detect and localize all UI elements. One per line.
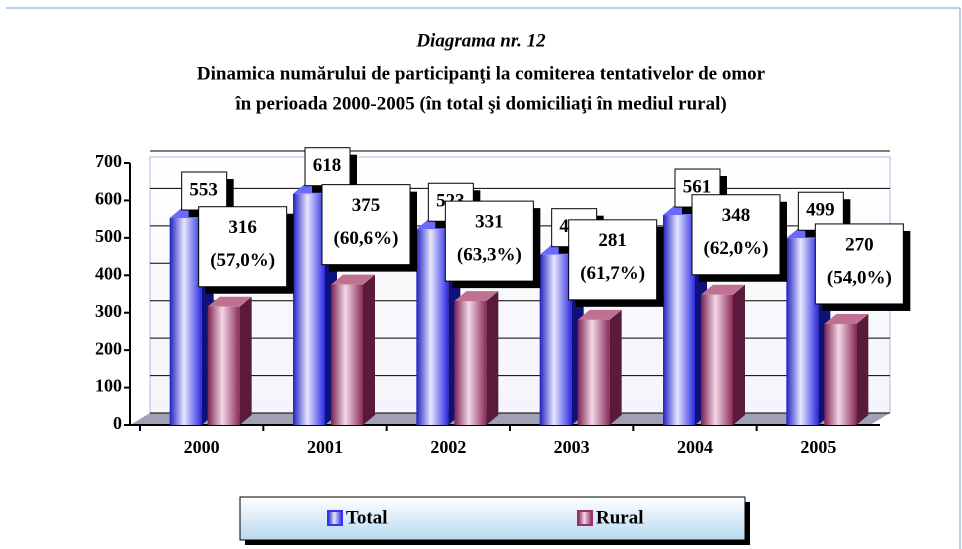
bar-side	[733, 284, 745, 425]
value-label: 331	[475, 211, 504, 232]
percent-label: (61,7%)	[580, 263, 645, 284]
chart-subtitle: Diagrama nr. 12	[415, 30, 546, 51]
bar	[207, 306, 240, 425]
y-tick-label: 600	[95, 189, 122, 209]
value-label: 561	[683, 176, 712, 197]
bar-side	[486, 291, 499, 425]
legend-label: Rural	[596, 507, 644, 528]
x-tick-label: 2002	[430, 437, 466, 457]
bar-top	[824, 313, 869, 324]
bar-top	[454, 291, 499, 302]
y-tick-label: 0	[113, 413, 122, 433]
bar	[454, 301, 487, 425]
bar-top	[701, 284, 745, 295]
bar	[539, 254, 572, 425]
legend-shadow	[245, 540, 750, 545]
bar	[416, 229, 449, 425]
bar	[663, 215, 695, 425]
bar-top	[331, 274, 375, 285]
bar-top	[207, 296, 252, 307]
y-tick-label: 300	[95, 301, 122, 321]
x-tick-label: 2004	[677, 437, 713, 457]
legend-swatch	[577, 510, 593, 526]
percent-label: (62,0%)	[704, 238, 769, 259]
legend-shadow	[745, 502, 750, 545]
value-label-box	[321, 184, 411, 266]
value-label-box	[304, 147, 351, 187]
bar	[169, 218, 202, 425]
bar-side	[363, 274, 375, 425]
bar	[786, 238, 819, 425]
y-tick-label: 400	[95, 263, 122, 283]
percent-label: (60,6%)	[334, 228, 399, 249]
value-label-box	[691, 194, 781, 276]
chart-title: Dinamica numărului de participanţi la co…	[197, 63, 766, 84]
chart-title: în perioada 2000-2005 (în total şi domic…	[234, 93, 726, 114]
percent-label: (57,0%)	[210, 250, 275, 271]
bar	[577, 319, 610, 425]
bar-side	[856, 313, 869, 425]
value-label: 316	[228, 217, 257, 238]
value-label: 375	[352, 195, 381, 216]
x-tick-label: 2003	[554, 437, 590, 457]
value-label: 270	[845, 234, 874, 255]
value-label: 281	[598, 230, 627, 251]
bar	[293, 193, 325, 425]
value-label: 499	[806, 200, 835, 221]
x-tick-label: 2001	[307, 437, 343, 457]
value-label: 348	[722, 205, 751, 226]
x-tick-label: 2000	[184, 437, 220, 457]
legend	[239, 496, 746, 541]
value-label: 618	[313, 155, 342, 176]
percent-label: (54,0%)	[827, 267, 892, 288]
bar	[331, 284, 363, 425]
legend-swatch	[327, 510, 343, 526]
value-label-box	[814, 223, 904, 305]
bar-side	[239, 296, 252, 425]
percent-label: (63,3%)	[457, 244, 522, 265]
y-tick-label: 200	[95, 338, 122, 358]
y-tick-label: 500	[95, 226, 122, 246]
y-tick-label: 100	[95, 376, 122, 396]
bar	[824, 323, 857, 425]
legend-label: Total	[346, 507, 388, 528]
bar	[701, 294, 733, 425]
x-tick-label: 2005	[800, 437, 836, 457]
value-label: 553	[189, 179, 218, 200]
bar-side	[609, 309, 622, 425]
value-label-box	[198, 206, 288, 288]
y-tick-label: 700	[95, 151, 122, 171]
value-label-box	[568, 219, 658, 301]
value-label-box	[181, 171, 228, 211]
value-label-box	[444, 200, 534, 282]
bar-top	[577, 309, 622, 320]
